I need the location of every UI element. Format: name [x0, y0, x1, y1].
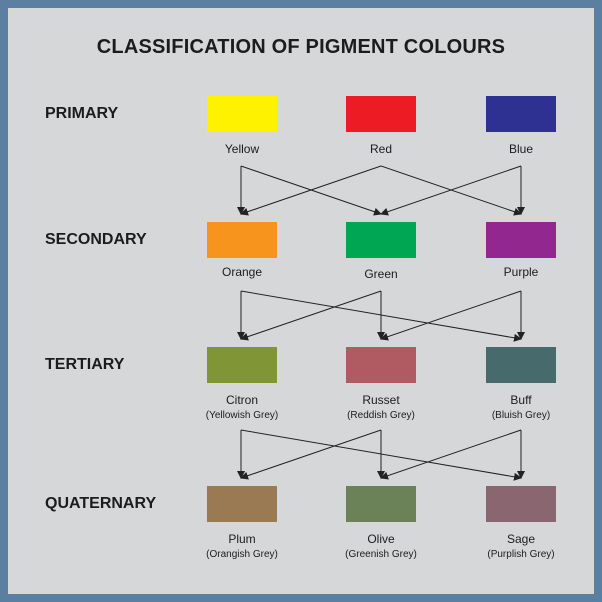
level-label-primary: PRIMARY — [45, 105, 119, 122]
sublabel-olive: (Greenish Grey) — [345, 549, 417, 560]
swatch-sage — [486, 486, 556, 522]
label-purple: Purple — [503, 265, 539, 279]
sublabel-sage: (Purplish Grey) — [487, 549, 555, 560]
arrow-buff-olive — [380, 429, 522, 480]
sublabel-russet: (Reddish Grey) — [347, 410, 415, 421]
swatch-green — [346, 222, 416, 258]
swatch-citron — [207, 347, 277, 383]
level-label-tertiary: TERTIARY — [45, 356, 125, 373]
swatch-olive — [346, 486, 416, 522]
arrow-green-citron — [240, 290, 382, 341]
sublabel-plum: (Orangish Grey) — [206, 549, 278, 560]
diagram-title: CLASSIFICATION OF PIGMENT COLOURS — [96, 36, 506, 58]
label-orange: Orange — [221, 265, 263, 279]
swatch-plum — [207, 486, 277, 522]
level-label-quaternary: QUATERNARY — [45, 495, 157, 512]
label-citron: Citron — [225, 393, 258, 407]
arrow-purple-russet — [380, 290, 522, 341]
label-red: Red — [369, 142, 392, 156]
arrow-blue-green — [380, 165, 522, 216]
sublabel-citron: (Yellowish Grey) — [205, 410, 279, 421]
label-olive: Olive — [367, 532, 395, 546]
swatch-orange — [207, 222, 277, 258]
swatch-blue — [486, 96, 556, 132]
label-russet: Russet — [362, 393, 400, 407]
label-blue: Blue — [508, 142, 534, 156]
sublabel-buff: (Bluish Grey) — [491, 410, 551, 421]
level-label-secondary: SECONDARY — [45, 231, 147, 248]
swatch-russet — [346, 347, 416, 383]
swatch-yellow — [207, 96, 277, 132]
swatch-red — [346, 96, 416, 132]
arrow-russet-plum — [240, 429, 382, 480]
swatch-buff — [486, 347, 556, 383]
label-buff: Buff — [510, 393, 532, 407]
arrow-red-orange — [240, 165, 382, 216]
swatch-purple — [486, 222, 556, 258]
label-sage: Sage — [506, 532, 536, 546]
label-yellow: Yellow — [224, 142, 260, 156]
label-plum: Plum — [228, 532, 256, 546]
label-green: Green — [364, 267, 398, 281]
